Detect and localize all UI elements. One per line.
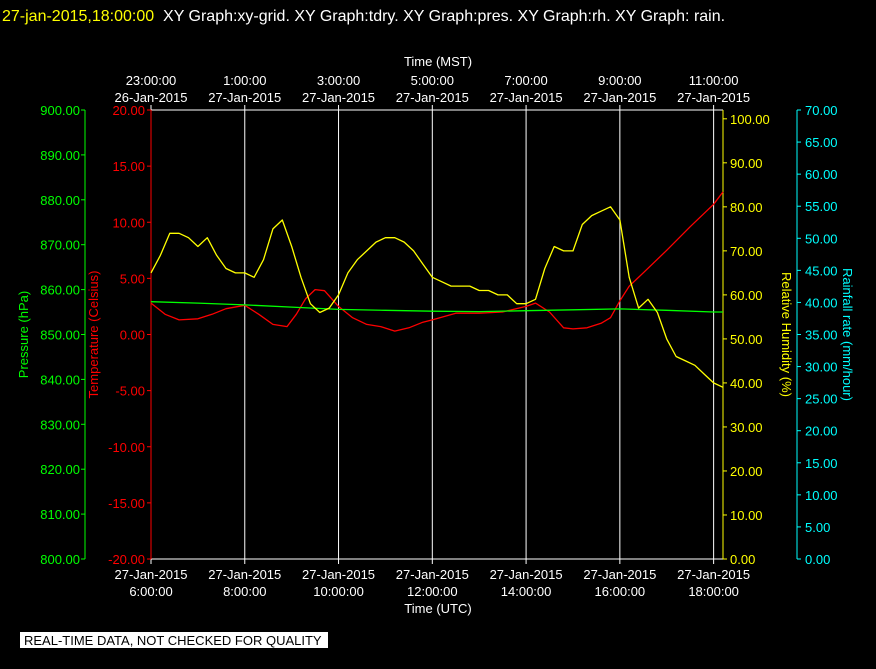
humidity-tick-label: 100.00	[730, 112, 770, 127]
x-tick-label-date: 27-Jan-2015	[302, 567, 375, 582]
top-tick-label-time: 7:00:00	[504, 73, 547, 88]
quality-notice: REAL-TIME DATA, NOT CHECKED FOR QUALITY	[20, 632, 328, 648]
top-tick-label-date: 27-Jan-2015	[208, 90, 281, 105]
top-tick-label-time: 11:00:00	[689, 73, 739, 88]
x-tick-label-date: 27-Jan-2015	[208, 567, 281, 582]
humidity-tick-label: 90.00	[730, 156, 763, 171]
rain-tick-label: 25.00	[805, 392, 838, 407]
rain-axis-label: Rainfall rate (mm/hour)	[840, 268, 855, 401]
pressure-tick-label: 890.00	[40, 148, 80, 163]
humidity-tick-label: 80.00	[730, 200, 763, 215]
pressure-tick-label: 820.00	[40, 462, 80, 477]
pressure-series-line	[150, 301, 723, 313]
x-tick-label-time: 6:00:00	[129, 584, 172, 599]
temperature-tick-label: 20.00	[112, 103, 145, 118]
pressure-tick-label: 900.00	[40, 103, 80, 118]
pressure-tick-label: 830.00	[40, 417, 80, 432]
temperature-tick-label: -10.00	[108, 440, 145, 455]
humidity-tick-label: 40.00	[730, 376, 763, 391]
rain-tick-label: 0.00	[805, 552, 830, 567]
rain-tick-label: 60.00	[805, 167, 838, 182]
rain-tick-label: 45.00	[805, 263, 838, 278]
humidity-axis-label: Relative Humidity (%)	[779, 272, 794, 397]
temperature-tick-label: -20.00	[108, 552, 145, 567]
x-tick-label-time: 10:00:00	[313, 584, 364, 599]
temperature-tick-label: 10.00	[112, 215, 145, 230]
pressure-tick-label: 860.00	[40, 283, 80, 298]
top-tick-label-date: 26-Jan-2015	[115, 90, 188, 105]
x-tick-label-date: 27-Jan-2015	[490, 567, 563, 582]
temperature-tick-label: -5.00	[115, 384, 145, 399]
rain-tick-label: 5.00	[805, 520, 830, 535]
top-tick-label-time: 3:00:00	[317, 73, 360, 88]
humidity-series-line	[150, 206, 724, 388]
x-tick-label-time: 18:00:00	[688, 584, 739, 599]
rain-tick-label: 30.00	[805, 360, 838, 375]
bottom-axis-label: Time (UTC)	[404, 601, 471, 616]
x-tick-label-date: 27-Jan-2015	[115, 567, 188, 582]
temperature-tick-label: -15.00	[108, 496, 145, 511]
x-tick-label-time: 12:00:00	[407, 584, 458, 599]
humidity-tick-label: 70.00	[730, 244, 763, 259]
top-tick-label-date: 27-Jan-2015	[490, 90, 563, 105]
timestamp: 27-jan-2015,18:00:00	[2, 8, 155, 25]
top-tick-label-time: 5:00:00	[411, 73, 454, 88]
graph-title: XY Graph:xy-grid. XY Graph:tdry. XY Grap…	[163, 8, 726, 25]
humidity-tick-label: 0.00	[730, 552, 755, 567]
pressure-tick-label: 810.00	[40, 507, 80, 522]
pressure-axis-label: Pressure (hPa)	[16, 291, 31, 378]
temperature-series-line	[150, 191, 724, 332]
rain-tick-label: 10.00	[805, 488, 838, 503]
rain-tick-label: 40.00	[805, 295, 838, 310]
pressure-tick-label: 800.00	[40, 552, 80, 567]
x-tick-label-time: 16:00:00	[595, 584, 646, 599]
x-tick-label-time: 14:00:00	[501, 584, 552, 599]
x-tick-label-date: 27-Jan-2015	[583, 567, 656, 582]
rain-tick-label: 50.00	[805, 231, 838, 246]
rain-tick-label: 20.00	[805, 424, 838, 439]
rain-tick-label: 55.00	[805, 199, 838, 214]
top-tick-label-time: 9:00:00	[598, 73, 641, 88]
temperature-axis-label: Temperature (Celsius)	[86, 271, 101, 399]
humidity-tick-label: 50.00	[730, 332, 763, 347]
top-tick-label-date: 27-Jan-2015	[677, 90, 750, 105]
rain-tick-label: 70.00	[805, 103, 838, 118]
temperature-tick-label: 0.00	[120, 328, 145, 343]
pressure-tick-label: 840.00	[40, 372, 80, 387]
top-axis-label: Time (MST)	[404, 54, 472, 69]
x-tick-label-date: 27-Jan-2015	[677, 567, 750, 582]
chart-header: 27-jan-2015,18:00:00 XY Graph:xy-grid. X…	[2, 2, 862, 31]
humidity-tick-label: 30.00	[730, 420, 763, 435]
humidity-tick-label: 20.00	[730, 464, 763, 479]
humidity-tick-label: 60.00	[730, 288, 763, 303]
x-tick-label-date: 27-Jan-2015	[396, 567, 469, 582]
temperature-tick-label: 5.00	[120, 271, 145, 286]
pressure-tick-label: 870.00	[40, 238, 80, 253]
pressure-tick-label: 850.00	[40, 328, 80, 343]
x-tick-label-time: 8:00:00	[223, 584, 266, 599]
rain-tick-label: 65.00	[805, 135, 838, 150]
top-tick-label-date: 27-Jan-2015	[302, 90, 375, 105]
temperature-tick-label: 15.00	[112, 159, 145, 174]
rain-tick-label: 35.00	[805, 328, 838, 343]
top-tick-label-time: 1:00:00	[223, 73, 266, 88]
top-tick-label-date: 27-Jan-2015	[583, 90, 656, 105]
top-tick-label-time: 23:00:00	[126, 73, 177, 88]
top-tick-label-date: 27-Jan-2015	[396, 90, 469, 105]
humidity-tick-label: 10.00	[730, 508, 763, 523]
rain-tick-label: 15.00	[805, 456, 838, 471]
pressure-tick-label: 880.00	[40, 193, 80, 208]
